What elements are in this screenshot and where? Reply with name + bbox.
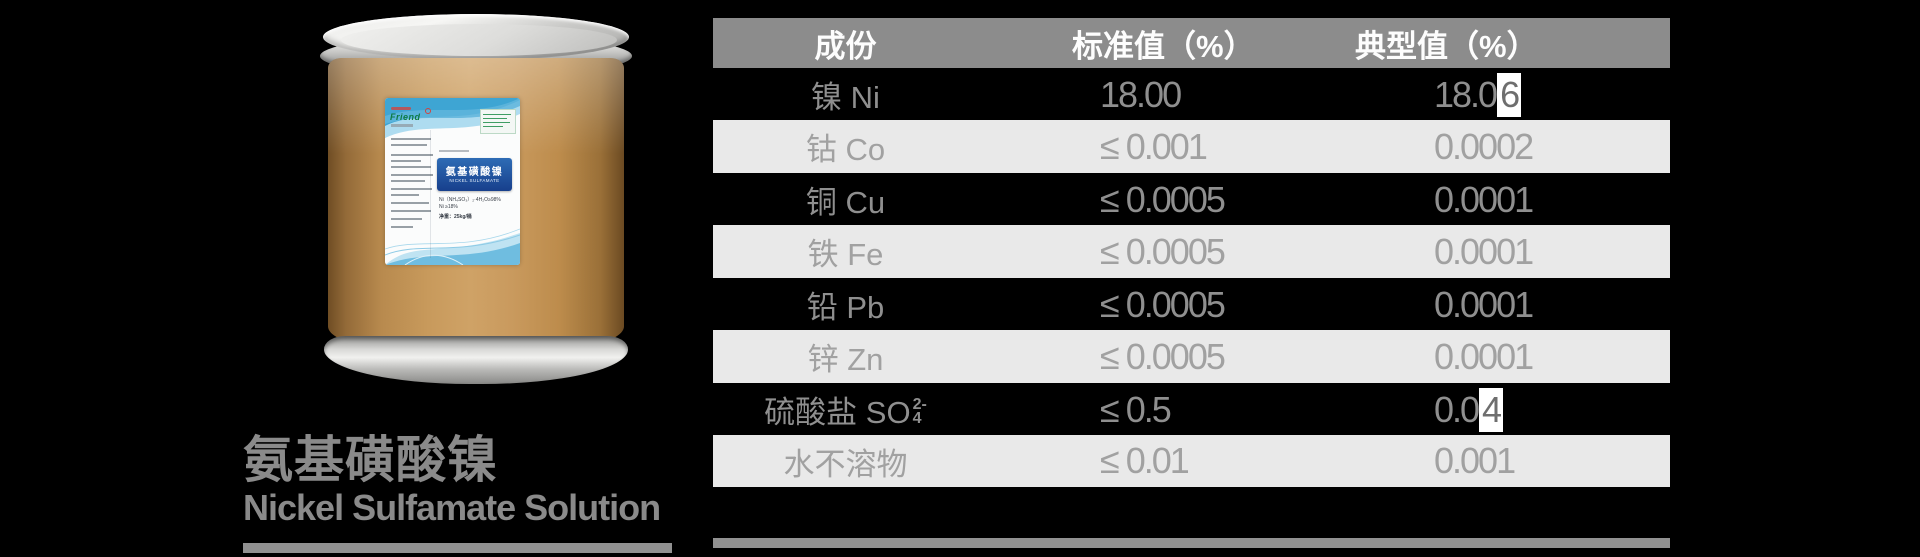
label-fineprint-line	[391, 154, 433, 156]
cell-standard: ≤ 0.0005	[1100, 283, 1226, 325]
table-row-nickel: 镍 Ni 18.00 18.0 6	[713, 68, 1670, 121]
cell-component: 钴 Co	[805, 132, 886, 167]
table-row-cobalt: 钴 Co ≤ 0.001 0.0002	[713, 120, 1670, 173]
cell-typical: 0.0001	[1434, 178, 1534, 220]
cell-component: 锌 Zn	[807, 342, 884, 377]
label-fineprint-line	[391, 144, 427, 146]
cell-typical: 0.0001	[1434, 283, 1534, 325]
cell-typical: 0.0001	[1434, 335, 1534, 377]
cell-standard: ≤ 0.0005	[1100, 335, 1226, 377]
brand-name: Friend	[390, 112, 421, 122]
label-fineprint-line	[391, 226, 413, 228]
label-fineprint-line	[391, 210, 431, 212]
table-row-lead: 铅 Pb ≤ 0.0005 0.0001	[713, 278, 1670, 331]
cell-component: 铁 Fe	[807, 237, 884, 272]
header-component: 成份	[814, 28, 877, 64]
table-row-iron: 铁 Fe ≤ 0.0005 0.0001	[713, 225, 1670, 278]
header-standard-value: 标准值（%）	[1072, 28, 1255, 64]
label-product-name-en: NICKEL SULFAMATE	[449, 178, 500, 183]
cell-typical: 0.0 4	[1434, 383, 1504, 436]
label-fineprint-line	[391, 174, 433, 176]
label-sticker	[480, 109, 516, 134]
label-bottom-waves	[385, 228, 520, 265]
label-fineprint-line	[391, 160, 421, 162]
barrel-lid	[323, 14, 629, 60]
table-row-empty	[713, 487, 1670, 538]
label-fineprint-line	[391, 188, 432, 190]
sulfate-ion-notation: 2- 4	[912, 395, 927, 427]
table-row-copper: 铜 Cu ≤ 0.0005 0.0001	[713, 173, 1670, 226]
cell-standard: ≤ 0.0005	[1100, 178, 1226, 220]
barrel-lid-inner	[341, 24, 617, 56]
label-fold-line	[430, 130, 431, 258]
product-title-cn: 氨基磺酸镍	[243, 432, 498, 488]
cell-component: 铅 Pb	[806, 290, 885, 325]
cell-component: 镍 Ni	[811, 80, 880, 115]
title-underline-bar	[243, 543, 672, 553]
label-fineprint-line	[391, 180, 425, 182]
header-typical-value: 典型值（%）	[1355, 28, 1538, 64]
cell-component: 铜 Cu	[805, 185, 886, 220]
cell-typical: 0.0002	[1434, 125, 1534, 167]
brand-cn-line	[391, 124, 413, 127]
label-fineprint-line	[391, 218, 422, 220]
label-spec-line2: Ni ≥18%	[439, 204, 458, 210]
table-row-insoluble: 水不溶物 ≤ 0.01 0.001	[713, 435, 1670, 487]
cell-component: 硫酸盐 SO 2- 4	[764, 395, 927, 430]
table-header-row: 成份 标准值（%） 典型值（%）	[713, 18, 1670, 68]
label-top-waves	[385, 98, 520, 138]
label-cas-line	[439, 150, 469, 152]
cell-standard: ≤ 0.01	[1100, 440, 1190, 481]
product-title-en: Nickel Sulfamate Solution	[243, 487, 661, 528]
product-barrel-photo: Friend 氨基磺酸镍 NICKEL SULFAMATE Ni（NH₄SO₃）…	[320, 12, 632, 387]
brand-red-mark	[391, 107, 411, 110]
label-product-name-cn: 氨基磺酸镍	[445, 167, 504, 178]
cell-standard: ≤ 0.001	[1100, 125, 1208, 167]
highlight-block: 4	[1479, 387, 1504, 432]
label-spec-line1: Ni（NH₄SO₃）₂·4H₂O≥98%	[439, 197, 501, 203]
cell-typical: 0.001	[1434, 440, 1516, 481]
table-row-zinc: 锌 Zn ≤ 0.0005 0.0001	[713, 330, 1670, 383]
label-product-box: 氨基磺酸镍 NICKEL SULFAMATE	[437, 158, 512, 191]
barrel-bottom-rim	[324, 336, 628, 384]
label-fineprint-line	[391, 202, 429, 204]
table-row-sulfate: 硫酸盐 SO 2- 4 ≤ 0.5 0.0 4	[713, 383, 1670, 436]
cell-component: 水不溶物	[783, 446, 908, 482]
highlight-block: 6	[1497, 72, 1522, 117]
title-backdrop	[243, 418, 702, 538]
cell-standard: ≤ 0.5	[1100, 388, 1172, 430]
label-fineprint-line	[391, 138, 431, 140]
registered-mark-icon	[425, 108, 431, 114]
barrel-label: Friend 氨基磺酸镍 NICKEL SULFAMATE Ni（NH₄SO₃）…	[385, 98, 520, 265]
cell-standard: 18.00	[1100, 73, 1182, 115]
label-spec-line3: 净重：25kg/桶	[439, 214, 472, 220]
label-fineprint-line	[391, 194, 419, 196]
table-bottom-bar	[713, 538, 1670, 548]
cell-typical: 18.0 6	[1434, 68, 1522, 121]
label-fineprint-line	[391, 166, 431, 168]
cell-typical: 0.0001	[1434, 230, 1534, 272]
cell-standard: ≤ 0.0005	[1100, 230, 1226, 272]
